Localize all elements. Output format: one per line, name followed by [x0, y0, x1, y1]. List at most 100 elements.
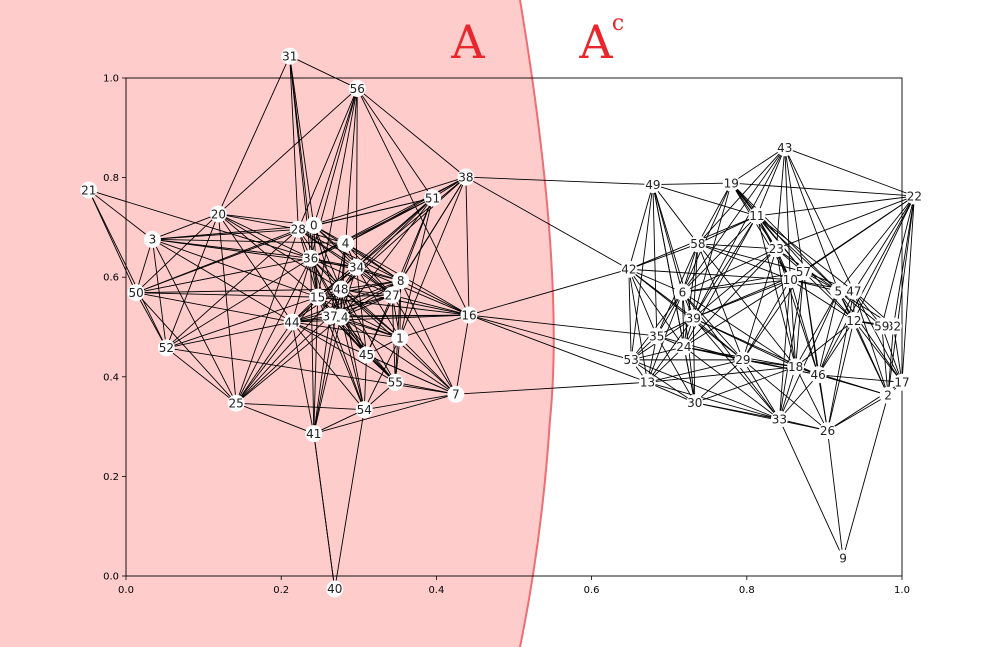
- graph-edge: [218, 88, 358, 215]
- graph-edge: [291, 321, 396, 383]
- node-label-18: 18: [788, 360, 803, 374]
- graph-edge: [340, 280, 401, 290]
- graph-edge: [235, 296, 319, 404]
- graph-edge: [730, 182, 855, 321]
- graph-edge: [291, 321, 367, 356]
- graph-edge: [317, 296, 470, 316]
- node-label-20: 20: [211, 207, 226, 221]
- graph-edge: [776, 195, 915, 250]
- node-label-40: 40: [327, 582, 342, 596]
- region-boundary-line: [519, 0, 555, 647]
- node-1: [391, 329, 409, 347]
- graph-edge: [817, 290, 855, 375]
- node-label-12: 12: [846, 314, 861, 328]
- graph-edge: [652, 182, 732, 186]
- node-41: [305, 425, 323, 443]
- y-tick-label: 0.4: [103, 372, 119, 383]
- node-label-17: 17: [894, 376, 909, 390]
- graph-edge: [166, 257, 311, 349]
- graph-edge: [136, 292, 293, 323]
- region-a-complement-label: A: [578, 15, 613, 69]
- graph-edge: [628, 268, 683, 293]
- graph-edge: [289, 55, 358, 89]
- graph-edge: [291, 321, 315, 434]
- node-label-41: 41: [306, 427, 321, 441]
- node-label-43: 43: [777, 141, 792, 155]
- graph-edge: [391, 294, 457, 395]
- graph-edge: [317, 280, 401, 298]
- graph-edge: [317, 294, 393, 298]
- node-label-3: 3: [149, 233, 157, 247]
- graph-edge: [827, 320, 855, 431]
- node-13: [638, 373, 656, 391]
- graph-edge: [838, 290, 883, 327]
- node-53: [622, 351, 640, 369]
- region-a-complement-superscript: c: [612, 11, 624, 36]
- graph-edges: [88, 55, 915, 590]
- graph-edge: [340, 288, 401, 339]
- node-57: [794, 263, 812, 281]
- node-label-24: 24: [676, 340, 691, 354]
- graph-edge: [756, 215, 797, 367]
- node-10: [781, 271, 799, 289]
- node-label-4: 4: [342, 237, 350, 251]
- graph-edge: [652, 184, 758, 217]
- graph-edge: [289, 56, 299, 230]
- graph-edge: [313, 409, 365, 434]
- node-45: [358, 346, 376, 364]
- graph-edge: [236, 402, 365, 411]
- node-48: [332, 280, 350, 298]
- graph-edge: [152, 238, 318, 298]
- graph-edge: [235, 288, 342, 404]
- node-label-39: 39: [686, 311, 701, 325]
- graph-edge: [88, 189, 153, 240]
- graph-edge: [340, 288, 470, 316]
- node-label-22: 22: [907, 189, 922, 203]
- graph-edge: [340, 288, 396, 383]
- node-label-16: 16: [461, 308, 476, 322]
- graph-edge: [842, 395, 889, 559]
- graph-edge: [795, 366, 828, 431]
- graph-edge: [682, 147, 786, 293]
- graph-edge: [465, 176, 630, 270]
- graph-edge: [756, 195, 915, 217]
- graph-edge: [682, 248, 777, 293]
- x-tick-label: 0.0: [118, 585, 134, 596]
- y-tick-label: 0.2: [103, 472, 119, 483]
- graph-edge: [697, 243, 804, 273]
- node-label-28: 28: [291, 223, 306, 237]
- node-label-11: 11: [749, 209, 764, 223]
- graph-edge: [881, 195, 915, 327]
- graph-edge: [628, 269, 632, 360]
- graph-edge: [310, 197, 433, 259]
- graph-edge: [778, 290, 839, 420]
- graph-edge: [681, 182, 732, 293]
- graph-edge: [789, 279, 797, 367]
- graph-edge: [628, 184, 654, 270]
- graph-edge: [790, 195, 915, 281]
- graph-edge: [742, 359, 796, 368]
- graph-edge: [630, 359, 696, 404]
- graph-edge: [683, 279, 791, 348]
- graph-edge: [345, 242, 401, 282]
- graph-edge: [817, 291, 839, 375]
- graph-edge: [784, 147, 915, 197]
- node-47: [845, 282, 863, 300]
- graph-edge: [135, 292, 237, 404]
- graph-edge: [166, 347, 456, 395]
- graph-edge: [652, 184, 658, 336]
- graph-edge: [893, 195, 915, 327]
- graph-edge: [756, 215, 855, 292]
- graph-edge: [218, 213, 311, 259]
- graph-edge: [795, 290, 839, 368]
- graph-edge: [340, 280, 401, 318]
- node-24: [675, 338, 693, 356]
- node-label-0: 0: [310, 219, 318, 233]
- graph-edge: [656, 335, 696, 403]
- node-8: [392, 272, 410, 290]
- node-44: [283, 313, 301, 331]
- node-label-46: 46: [811, 368, 826, 382]
- node-label-26: 26: [820, 424, 835, 438]
